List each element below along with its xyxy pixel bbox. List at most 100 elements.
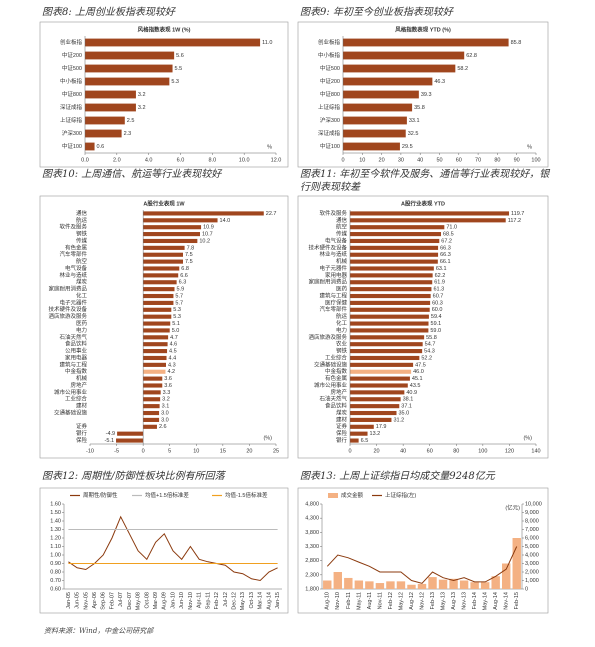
bar <box>143 211 264 216</box>
value-label: 3.6 <box>164 376 172 382</box>
frame <box>297 21 549 168</box>
x-tick-label: 140 <box>531 448 540 454</box>
category-label: 电气设备 <box>65 264 88 272</box>
value-label: 4.6 <box>170 342 178 348</box>
bar <box>143 349 168 354</box>
value-label: 13.2 <box>370 431 381 437</box>
x-tick-label: Nov-05 <box>83 592 89 610</box>
x-tick-label: May-11 <box>356 592 362 610</box>
bar <box>143 424 157 429</box>
x-tick-label: 20 <box>246 448 252 454</box>
category-label: 工业综合 <box>65 395 88 403</box>
category-label: 中金指数 <box>65 367 88 375</box>
x-tick-label: 40 <box>400 448 406 454</box>
category-label: 电力 <box>336 326 347 334</box>
category-label: 林业与造纸 <box>59 271 87 279</box>
x-tick-label: May-08 <box>136 592 142 610</box>
bar <box>343 51 465 60</box>
x-tick-label: Jul-07 <box>118 592 124 607</box>
y2-tick-label: 0 <box>525 586 528 592</box>
x-tick-label: 10.0 <box>239 157 250 163</box>
y-tick-label: 1.60 <box>50 501 61 507</box>
x-tick-label: Oct-08 <box>144 592 150 609</box>
bar <box>470 582 479 589</box>
bar <box>143 369 166 374</box>
y-tick-label: 1.20 <box>50 535 61 541</box>
value-label: 5.7 <box>175 293 183 299</box>
category-label: 房地产 <box>330 388 347 396</box>
bar <box>350 314 429 319</box>
x-tick-label: May-13 <box>240 592 246 610</box>
y-tick-label: 0.80 <box>50 569 61 575</box>
category-label: 银行 <box>76 429 88 437</box>
bar <box>350 404 400 409</box>
line <box>326 546 518 584</box>
category-label: 家用电器 <box>65 353 88 361</box>
bar <box>350 266 434 271</box>
figure-title: 图表12: 周期性/防御性板块比例有所回落 <box>42 471 225 482</box>
y-tick-label: 1,800 <box>305 586 319 592</box>
bar <box>449 578 458 589</box>
legend-label: 均值+1.5倍标准差 <box>145 491 189 499</box>
value-label: 3.0 <box>161 417 169 423</box>
legend-label: 上证综指(左) <box>385 491 416 499</box>
y-tick-label: 2,300 <box>305 572 319 578</box>
value-label: 5.5 <box>175 66 183 72</box>
value-label: 54.7 <box>425 342 436 348</box>
category-label: 创业板指 <box>318 38 341 46</box>
value-label: 3.1 <box>162 404 170 410</box>
category-label: 中证800 <box>62 90 82 98</box>
category-label: 林业与造纸 <box>319 250 347 258</box>
value-label: 31.2 <box>393 417 404 423</box>
bar <box>459 580 469 589</box>
value-label: 46.0 <box>413 369 424 375</box>
category-label: 中小板指 <box>318 51 341 59</box>
y2-tick-label: 8,000 <box>525 518 539 524</box>
category-label: 中证500 <box>320 64 340 72</box>
value-label: 60.3 <box>432 300 443 306</box>
bar <box>143 287 175 292</box>
category-label: 煤炭 <box>76 278 88 286</box>
category-label: 证券 <box>336 422 348 430</box>
value-label: 47.5 <box>415 362 426 368</box>
category-label: 家庭耐用消费品 <box>48 285 87 293</box>
x-tick-label: Mar-14 <box>258 592 264 609</box>
bar <box>143 342 168 347</box>
bar <box>350 424 374 429</box>
bar <box>143 383 163 388</box>
bar <box>85 116 125 125</box>
x-tick-label: Jun-05 <box>75 592 81 609</box>
y2-tick-label: 1,000 <box>525 578 539 584</box>
bar <box>354 580 364 589</box>
category-label: 医药 <box>336 285 348 293</box>
x-tick-label: 90 <box>514 157 520 163</box>
category-label: 上证综指 <box>60 116 83 124</box>
unit-label: (%) <box>523 435 532 441</box>
bar <box>344 577 353 589</box>
y2-tick-label: 3,000 <box>525 561 539 567</box>
bar <box>143 362 166 367</box>
category-label: 石油天然气 <box>319 395 347 403</box>
category-label: 医疗保健 <box>325 298 348 306</box>
bar <box>365 581 374 589</box>
x-tick-label: 30 <box>398 157 404 163</box>
bar <box>143 218 218 223</box>
category-label: 中证500 <box>62 64 82 72</box>
category-label: 电子元器件 <box>319 264 347 272</box>
bar <box>143 266 180 271</box>
x-tick-label: Feb-12 <box>214 592 220 609</box>
bar <box>343 64 456 73</box>
value-label: 5.3 <box>171 79 179 85</box>
category-label: 家用电器 <box>325 271 348 279</box>
y-tick-label: 0.60 <box>50 586 61 592</box>
figure-title: 图表11: 年初至今软件及服务、通信等行业表现较好，银行则表现较差 <box>300 169 550 193</box>
value-label: 38.1 <box>403 397 414 403</box>
bar <box>85 77 170 86</box>
category-label: 航运 <box>336 312 348 320</box>
value-label: 4.7 <box>170 335 178 341</box>
x-tick-label: Feb-07 <box>109 592 115 609</box>
x-tick-label: Aug-12 <box>409 592 415 610</box>
x-tick-label: 80 <box>494 157 500 163</box>
bar <box>428 577 437 589</box>
bar <box>491 576 500 589</box>
